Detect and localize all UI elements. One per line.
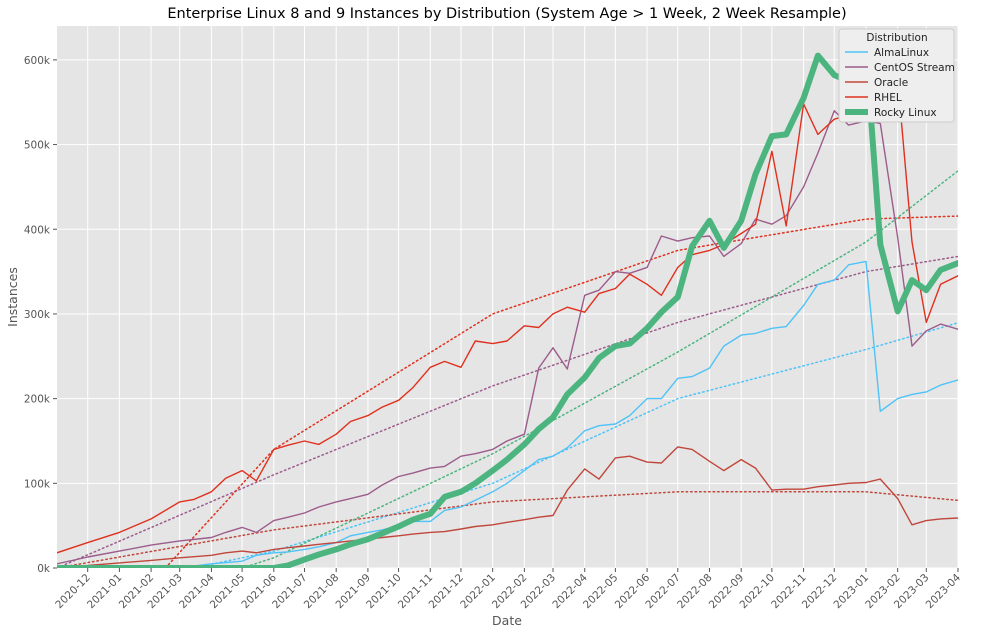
series-oracle [57,446,958,568]
legend-label-oracle: Oracle [874,77,908,89]
y-tick-label: 600k [24,55,51,67]
y-tick-label: 500k [24,140,51,152]
x-axis-ticks: 2020-122021-012021-022021-032021-042021-… [53,568,963,611]
y-tick-label: 400k [24,224,51,236]
y-tick-label: 0k [37,563,51,575]
legend-label-almalinux: AlmaLinux [874,47,929,59]
y-tick-label: 200k [24,394,51,406]
trend-rocky-linux [241,169,958,568]
y-tick-label: 100k [24,478,51,490]
legend-title: Distribution [866,32,927,44]
series-almalinux [57,260,958,568]
y-axis-label: Instances [5,267,20,327]
trend-rhel [164,215,958,568]
plot-area [57,26,958,568]
trend-almalinux [193,322,958,568]
chart-title: Enterprise Linux 8 and 9 Instances by Di… [167,6,846,22]
y-tick-label: 300k [24,309,51,321]
x-tick-label: 2023-04 [924,571,964,611]
trend-lines [57,169,958,568]
grid [57,26,959,569]
series-rocky-linux [57,46,958,568]
legend-label-rhel: RHEL [874,92,902,104]
legend-label-rocky-linux: Rocky Linux [874,107,937,119]
legend-label-centos-stream: CentOS Stream [874,62,955,74]
y-axis-ticks: 0k 100k 200k 300k 400k 500k 600k [24,55,57,575]
legend: Distribution AlmaLinux CentOS Stream Oracl… [838,28,955,123]
x-axis-label: Date [492,613,522,628]
